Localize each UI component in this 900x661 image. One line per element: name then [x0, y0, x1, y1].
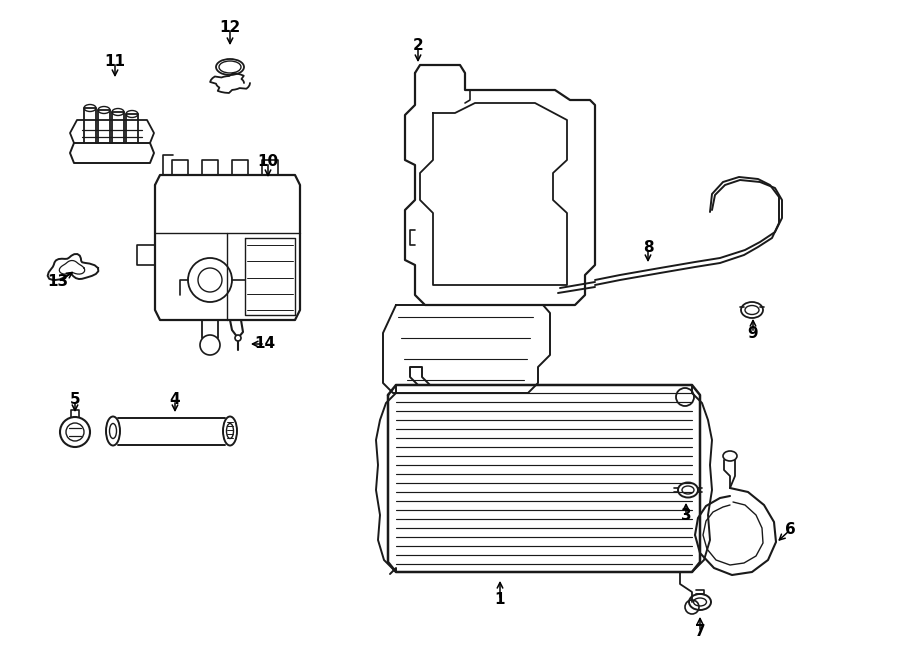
- Text: 11: 11: [104, 54, 125, 69]
- Text: 1: 1: [495, 592, 505, 607]
- Circle shape: [235, 335, 241, 341]
- Text: 10: 10: [257, 155, 279, 169]
- Text: 8: 8: [643, 241, 653, 256]
- Text: 3: 3: [680, 508, 691, 524]
- Text: 4: 4: [170, 393, 180, 407]
- Text: 13: 13: [48, 274, 68, 290]
- Text: 2: 2: [412, 38, 423, 54]
- Text: 14: 14: [255, 336, 275, 352]
- Text: 6: 6: [785, 522, 796, 537]
- Ellipse shape: [216, 59, 244, 75]
- Text: 9: 9: [748, 325, 759, 340]
- Ellipse shape: [223, 416, 237, 446]
- Text: 12: 12: [220, 20, 240, 36]
- Text: 7: 7: [695, 625, 706, 639]
- Text: 5: 5: [69, 393, 80, 407]
